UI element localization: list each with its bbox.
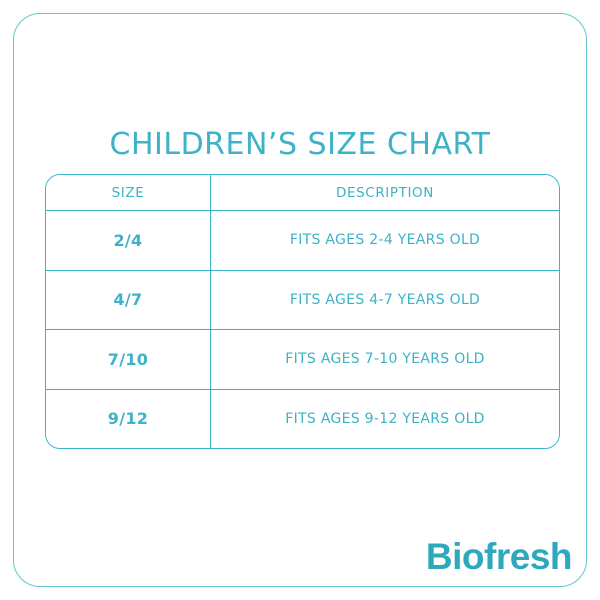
size-chart-table: SIZE DESCRIPTION 2/4 FITS AGES 2-4 YEARS… [45, 174, 560, 449]
description-cell-4-7: FITS AGES 4-7 YEARS OLD [211, 269, 559, 329]
table-header-description: DESCRIPTION [211, 175, 559, 210]
table-header-size: SIZE [46, 175, 211, 210]
description-cell-9-12: FITS AGES 9-12 YEARS OLD [211, 388, 559, 448]
size-cell-2-4: 2/4 [46, 210, 211, 270]
description-cell-7-10: FITS AGES 7-10 YEARS OLD [211, 329, 559, 389]
brand-logo: Biofresh [425, 536, 573, 577]
page-title: CHILDREN’S SIZE CHART [109, 127, 491, 162]
page-border-frame: CHILDREN’S SIZE CHART SIZE DESCRIPTION 2… [13, 13, 587, 587]
size-cell-9-12: 9/12 [46, 388, 211, 448]
description-cell-2-4: FITS AGES 2-4 YEARS OLD [211, 210, 559, 270]
size-cell-4-7: 4/7 [46, 269, 211, 329]
size-cell-7-10: 7/10 [46, 329, 211, 389]
